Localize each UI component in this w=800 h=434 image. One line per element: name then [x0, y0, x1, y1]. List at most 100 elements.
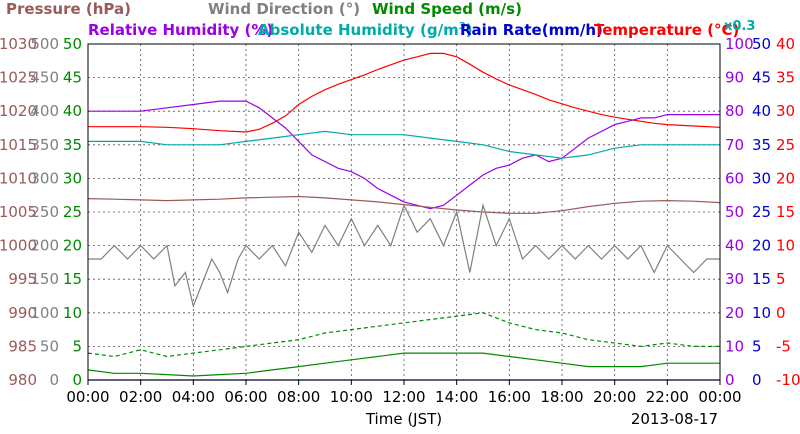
series-line [87, 312, 720, 358]
legend-entry: Absolute Humidity (g/m3) [258, 21, 473, 39]
y-tick-label: 40 [752, 102, 771, 120]
y-tick-label: 985 [8, 337, 37, 355]
y-tick-label: 500 [30, 35, 59, 53]
y-tick-label: 20 [63, 237, 82, 255]
legend-entry: Relative Humidity (%) [88, 21, 273, 39]
x-tick-label: 14:00 [435, 388, 478, 406]
y-tick-label: 1015 [0, 136, 37, 154]
y-tick-label: 60 [725, 169, 744, 187]
y-tick-label: 1000 [0, 237, 37, 255]
y-tick-label: -5 [776, 337, 791, 355]
y-tick-label: 150 [30, 270, 59, 288]
series-line [88, 202, 720, 309]
series [87, 52, 721, 381]
y-tick-label: 80 [725, 102, 744, 120]
y-tick-label: 25 [776, 136, 795, 154]
y-tick-label: 40 [725, 237, 744, 255]
y-tick-label: 30 [725, 270, 744, 288]
y-tick-label: 250 [30, 203, 59, 221]
y-tick-label: 0 [776, 304, 786, 322]
y-tick-label: 5 [776, 270, 786, 288]
y-tick-label: 100 [725, 35, 754, 53]
x-tick-label: 02:00 [119, 388, 162, 406]
y-tick-label: 100 [30, 304, 59, 322]
y-tick-label: 20 [776, 169, 795, 187]
series-line [88, 100, 720, 210]
y-tick-label: 20 [752, 237, 771, 255]
y-tick-label: 25 [63, 203, 82, 221]
y-tick-label: 10 [725, 337, 744, 355]
x-tick-label: 00:00 [698, 388, 741, 406]
y-tick-label: 5 [72, 337, 82, 355]
series-line [88, 130, 720, 159]
x-tick-label: 04:00 [172, 388, 215, 406]
y-tick-label: 10 [752, 304, 771, 322]
y-tick-label: 70 [725, 136, 744, 154]
scale-note: x0.3 [724, 19, 755, 34]
y-tick-label: 1020 [0, 102, 37, 120]
y-tick-label: 15 [63, 270, 82, 288]
x-tick-label: 10:00 [330, 388, 373, 406]
x-axis-label: Time (JST) [365, 410, 442, 428]
y-tick-label: 0 [752, 371, 762, 389]
y-tick-label: 5 [752, 337, 762, 355]
x-tick-label: 20:00 [593, 388, 636, 406]
y-tick-label: 50 [725, 203, 744, 221]
plot-frame [87, 43, 721, 381]
x-tick-label: 08:00 [277, 388, 320, 406]
x-tick-label: 00:00 [66, 388, 109, 406]
y-tick-label: 50 [752, 35, 771, 53]
y-tick-label: 45 [752, 69, 771, 87]
y-tick-label: 30 [752, 169, 771, 187]
y-tick-label: 15 [776, 203, 795, 221]
y-tick-label: 50 [63, 35, 82, 53]
date-label: 2013-08-17 [631, 410, 718, 428]
y-tick-label: 10 [776, 237, 795, 255]
x-tick-label: 22:00 [646, 388, 689, 406]
y-tick-label: 0 [49, 371, 59, 389]
y-tick-label: 0 [72, 371, 82, 389]
y-tick-label: 15 [752, 270, 771, 288]
y-tick-label: 1030 [0, 35, 37, 53]
y-tick-label: 0 [725, 371, 735, 389]
legend-entry: Wind Direction (°) [208, 0, 360, 18]
y-tick-label: 40 [776, 35, 795, 53]
legend-entry: Temperature (°C) [594, 21, 739, 39]
x-tick-label: 18:00 [540, 388, 583, 406]
y-tick-label: 20 [725, 304, 744, 322]
y-tick-label: 995 [8, 270, 37, 288]
axes: 1030102510201015101010051000995990985980… [0, 35, 800, 406]
y-tick-label: 25 [752, 203, 771, 221]
y-tick-label: 10 [63, 304, 82, 322]
legend-entry: Pressure (hPa) [6, 0, 131, 18]
y-tick-label: 990 [8, 304, 37, 322]
legend: Pressure (hPa) Wind Direction (°) Wind Spe… [6, 0, 755, 39]
y-tick-label: 50 [40, 337, 59, 355]
series-line [87, 352, 720, 377]
y-tick-label: 1005 [0, 203, 37, 221]
y-tick-label: 35 [752, 136, 771, 154]
y-tick-label: 980 [8, 371, 37, 389]
y-tick-label: 35 [776, 69, 795, 87]
x-tick-label: 16:00 [488, 388, 531, 406]
y-tick-label: 45 [63, 69, 82, 87]
y-tick-label: 400 [30, 102, 59, 120]
y-tick-label: 200 [30, 237, 59, 255]
y-tick-label: 1010 [0, 169, 37, 187]
legend-entry: Rain Rate(mm/h) [460, 21, 603, 39]
y-tick-label: 90 [725, 69, 744, 87]
y-tick-label: 40 [63, 102, 82, 120]
y-tick-label: 300 [30, 169, 59, 187]
y-tick-label: 30 [63, 169, 82, 187]
y-tick-label: 350 [30, 136, 59, 154]
y-tick-label: 35 [63, 136, 82, 154]
x-tick-label: 06:00 [224, 388, 267, 406]
y-tick-label: -10 [776, 371, 800, 389]
legend-entry: Wind Speed (m/s) [372, 0, 522, 18]
y-tick-label: 1025 [0, 69, 37, 87]
series-line [88, 52, 721, 133]
grid [88, 44, 720, 380]
y-tick-label: 450 [30, 69, 59, 87]
y-tick-label: 30 [776, 102, 795, 120]
